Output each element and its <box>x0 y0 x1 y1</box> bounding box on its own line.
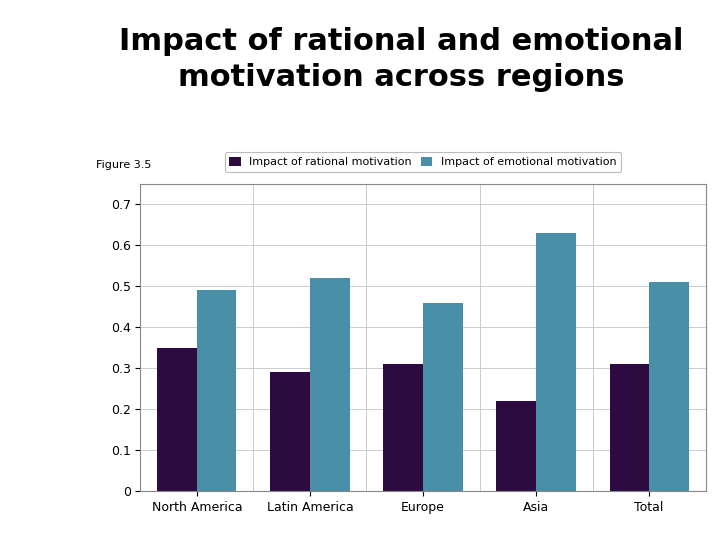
Bar <box>310 278 349 491</box>
Bar <box>536 233 575 491</box>
Legend: Impact of rational motivation, Impact of emotional motivation: Impact of rational motivation, Impact of… <box>225 152 621 172</box>
Text: Figure 3.5: Figure 3.5 <box>96 160 151 170</box>
Bar <box>271 373 310 491</box>
Text: Impact of rational and emotional
motivation across regions: Impact of rational and emotional motivat… <box>119 28 684 92</box>
Bar <box>384 364 423 491</box>
Bar <box>649 282 688 491</box>
Bar <box>423 302 462 491</box>
Bar <box>197 291 236 491</box>
Bar <box>497 401 536 491</box>
Bar <box>610 364 649 491</box>
Bar <box>158 348 197 491</box>
